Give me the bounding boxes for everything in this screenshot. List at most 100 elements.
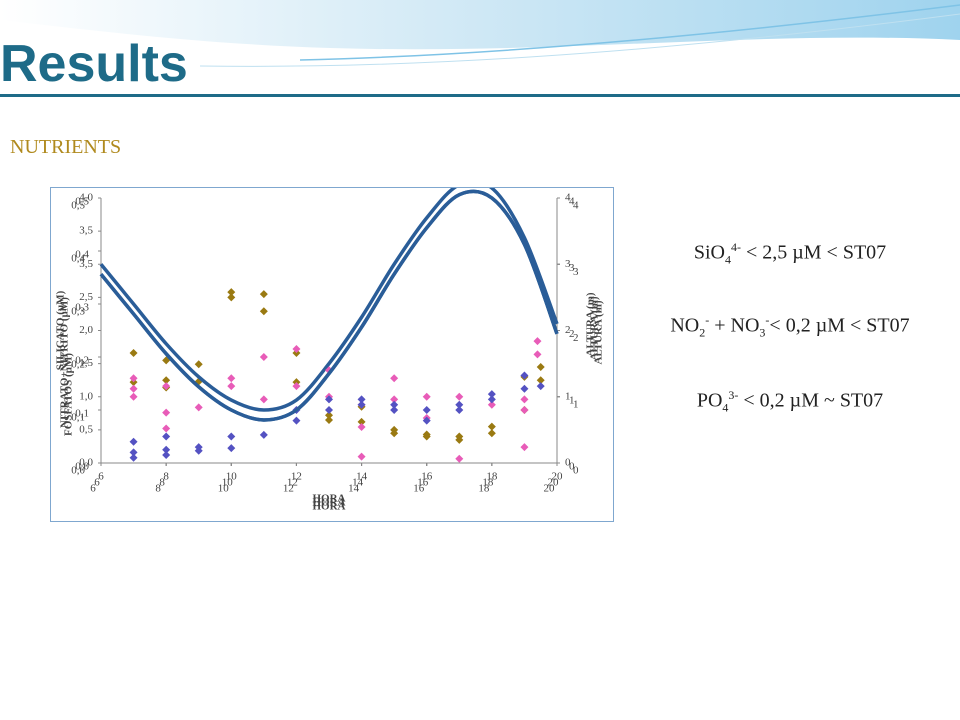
statement-sup: - [765,313,770,327]
data-point [129,448,138,457]
x-tick-label: 10 [222,477,234,489]
data-point [533,350,542,359]
data-point [162,408,171,417]
data-point [357,400,366,409]
y2-axis-label: ALTURA (m) [585,292,597,356]
y2-tick-label: 3 [565,258,571,270]
data-point [520,371,529,380]
y-tick-label: 0,0 [79,457,93,469]
x-tick-label: 20 [552,471,564,483]
data-point [259,290,268,299]
data-point [390,400,399,409]
statement-sup: 4- [730,240,741,254]
y-tick-label: 0,0 [71,465,85,477]
y-tick-label: 3,5 [79,225,93,237]
data-point [520,395,529,404]
data-point [162,451,171,460]
data-point [227,374,236,383]
y-tick-label: 0,1 [75,408,89,420]
data-point [357,422,366,431]
y-axis-label: SILICATO (µM) [55,290,67,370]
statement: PO43- < 0,2 µM ~ ST07 [630,388,950,416]
title: Results [0,35,188,93]
statement-sup: 3- [728,388,739,402]
data-point [325,415,333,424]
y-tick-label: 3,5 [79,258,93,270]
data-point [129,384,138,393]
subtitle: NUTRIENTS [10,136,122,158]
data-point [162,382,171,391]
y-tick-label: 0,5 [75,196,89,208]
x-tick-label: 12 [283,483,294,495]
data-point [292,345,301,354]
x-tick-label: 20 [548,477,560,489]
statement-text: < 2,5 µM < ST07 [740,241,887,264]
data-point [194,360,203,369]
data-point [129,437,138,446]
data-point [129,453,138,462]
swoosh-line [299,4,960,61]
x-tick-label: 18 [478,483,490,495]
x-axis-label: HORA [313,497,346,509]
data-point [259,395,268,404]
y2-tick-label: 4 [565,192,571,204]
data-point [455,392,464,401]
swoosh [0,0,960,50]
y2-tick-label: 1 [569,394,575,406]
x-tick-label: 12 [287,477,298,489]
y-tick-label: 0,0 [75,461,89,473]
data-point [536,376,545,385]
data-point [357,417,366,426]
y2-axis-label: ALTURA (m) [593,300,605,364]
swoosh-line [199,13,960,67]
y-tick-label: 0,4 [71,253,85,265]
data-point [487,400,496,409]
data-point [162,432,171,441]
y2-tick-label: 2 [573,332,579,344]
y2-tick-label: 2 [569,328,575,340]
y2-tick-label: 3 [569,262,575,274]
data-point [390,395,399,404]
y2-axis-label: ALTURA (m) [589,296,601,360]
x-tick-label: 20 [544,483,556,495]
x-tick-label: 8 [159,477,165,489]
statement-text: < 0,2 µM ~ ST07 [738,389,884,412]
x-tick-label: 16 [417,477,429,489]
x-tick-label: 14 [356,471,368,483]
data-point [162,424,171,433]
x-tick-label: 6 [94,477,100,489]
data-point [259,307,268,316]
y2-tick-label: 4 [569,196,575,208]
data-point [194,403,203,412]
header-decoration [0,0,960,97]
data-point [129,374,138,383]
y2-tick-label: 2 [565,324,571,336]
x-tick-label: 10 [218,483,230,495]
statement-sub: 2 [699,325,706,340]
data-point [227,293,236,302]
x-axis-label: HORA [313,501,346,513]
x-tick-label: 18 [482,477,494,489]
y-tick-label: 4,0 [79,192,93,204]
statement: SiO44- < 2,5 µM < ST07 [630,240,950,268]
data-point [390,374,399,383]
y-tick-label: 2,0 [79,324,93,336]
data-point [292,382,301,391]
x-tick-label: 6 [90,483,96,495]
y2-tick-label: 3 [573,266,579,278]
data-point [487,390,496,399]
y-tick-label: 0,1 [71,412,85,424]
data-point [487,429,496,438]
chart-frame: 0,0 0,5 1,0 1,5 2,0 2,5 3,5 3,5 4,0 0 1 2 3 4 6 8 10 12 14… [50,187,614,522]
statement-sup: - [705,313,710,327]
y2-tick-label: 1 [573,398,579,410]
statement-text: SiO [693,241,725,264]
data-point [455,454,464,463]
data-point [520,406,529,414]
x-tick-label: 12 [291,471,302,483]
data-point [357,452,366,461]
y2-tick-label: 0 [565,457,571,469]
statement-sub: 4 [724,252,731,267]
y2-tick-label: 1 [565,390,571,402]
